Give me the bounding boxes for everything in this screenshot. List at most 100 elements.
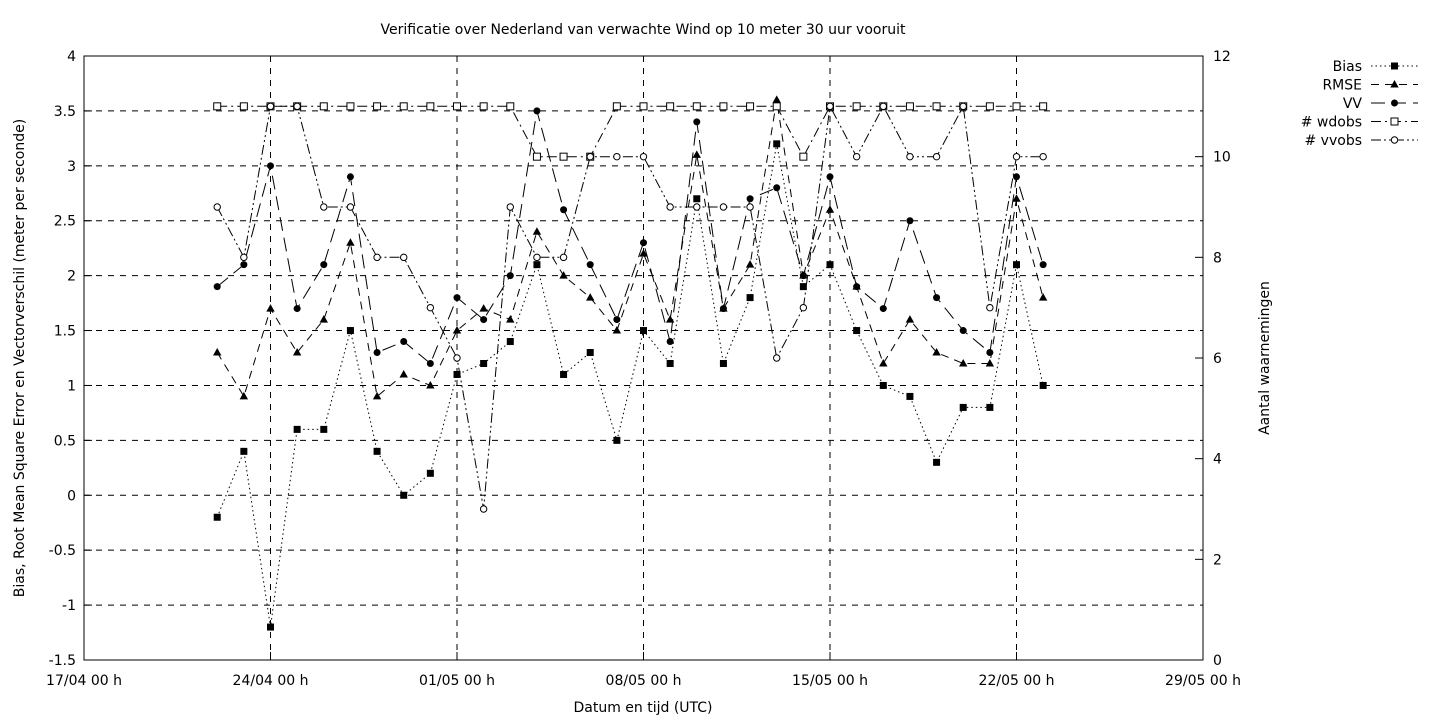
data-point <box>613 152 621 161</box>
data-point <box>560 206 568 214</box>
data-point <box>666 102 675 111</box>
data-point <box>693 195 701 203</box>
data-point <box>692 150 701 158</box>
series-markers <box>213 95 1048 631</box>
data-point <box>879 102 887 111</box>
data-point <box>932 102 941 111</box>
legend-marker <box>1391 62 1398 70</box>
data-point <box>773 140 781 148</box>
data-point <box>799 283 807 291</box>
data-point <box>506 338 514 346</box>
data-point <box>665 315 675 323</box>
legend-label: RMSE <box>1322 78 1362 94</box>
y-tick-label: 0.5 <box>54 433 76 449</box>
data-point <box>693 118 701 126</box>
data-point <box>773 184 781 192</box>
data-point <box>666 359 674 367</box>
data-point <box>426 469 434 477</box>
data-point <box>506 102 515 111</box>
data-point <box>560 370 568 378</box>
data-point <box>400 338 408 346</box>
data-point <box>959 102 967 111</box>
data-point <box>719 305 727 313</box>
data-point <box>506 272 514 280</box>
data-point <box>852 102 861 111</box>
data-point <box>293 425 301 433</box>
data-point <box>319 102 328 111</box>
data-point <box>825 205 835 213</box>
series-line-4 <box>216 104 1044 510</box>
x-tick-label: 24/04 00 h <box>233 673 309 689</box>
data-point <box>745 260 755 268</box>
data-point <box>240 447 248 455</box>
x-axis-label: Datum en tijd (UTC) <box>573 700 712 716</box>
data-point <box>959 327 967 335</box>
legend-label: # vvobs <box>1305 133 1363 149</box>
data-point <box>1013 173 1020 181</box>
data-point <box>346 173 354 181</box>
x-tick-label: 08/05 00 h <box>606 673 682 689</box>
x-tick-label: 29/05 00 h <box>1165 673 1241 689</box>
y-tick-label: 4 <box>67 49 76 65</box>
data-point <box>1013 261 1020 269</box>
data-point <box>399 102 408 111</box>
y-tick-label: -1 <box>62 598 76 614</box>
data-point <box>480 316 488 324</box>
data-point <box>267 623 274 631</box>
data-point <box>906 392 914 400</box>
legend-label: # wdobs <box>1301 115 1362 131</box>
data-point <box>799 303 808 312</box>
data-point <box>373 349 381 357</box>
data-point <box>453 370 461 378</box>
data-point <box>532 152 541 161</box>
legend-marker <box>1390 117 1399 126</box>
data-point <box>400 491 408 499</box>
data-point <box>1039 102 1048 111</box>
data-point <box>986 349 994 357</box>
legend-marker <box>1391 99 1398 107</box>
data-point <box>932 348 941 356</box>
data-point <box>453 354 461 362</box>
x-tick-label: 01/05 00 h <box>419 673 495 689</box>
x-tick-label: 17/04 00 h <box>46 673 122 689</box>
data-point <box>639 102 648 111</box>
y-axis-right: 0 2 4 6 8 10 12 <box>1195 49 1231 669</box>
data-point <box>319 315 328 323</box>
y-tick-label: -1.5 <box>49 653 76 669</box>
data-point <box>532 227 542 235</box>
data-point <box>506 315 515 323</box>
data-point <box>853 327 861 335</box>
data-point <box>985 358 995 367</box>
y-axis-right-label: Aantal waarnemingen <box>1257 281 1273 435</box>
data-point <box>426 303 435 312</box>
data-point <box>826 102 834 111</box>
y-tick-label: 3.5 <box>54 104 76 120</box>
data-point <box>879 305 887 313</box>
y2-tick-label: 8 <box>1213 250 1222 266</box>
data-point <box>293 102 301 111</box>
legend-marker <box>1390 80 1399 88</box>
data-point <box>453 294 461 302</box>
x-axis: 17/04 00 h 24/04 00 h 01/05 00 h 08/05 00 h… <box>46 652 1241 689</box>
data-point <box>213 348 222 356</box>
data-point <box>239 391 249 400</box>
data-point <box>640 239 647 247</box>
data-point <box>346 203 355 211</box>
data-point <box>373 253 381 262</box>
data-point <box>933 458 941 466</box>
y2-tick-label: 0 <box>1213 653 1222 669</box>
legend-marker <box>1390 136 1399 144</box>
y2-tick-label: 12 <box>1213 49 1231 65</box>
data-point <box>213 283 221 291</box>
data-point <box>213 203 221 211</box>
data-point <box>320 203 328 211</box>
data-point <box>533 107 541 115</box>
data-point <box>320 425 328 433</box>
data-point <box>266 102 275 111</box>
data-point <box>213 513 221 521</box>
data-point <box>959 403 967 411</box>
data-point <box>1012 102 1021 111</box>
data-point <box>986 303 994 312</box>
legend-label: Bias <box>1333 59 1362 75</box>
data-point <box>346 238 355 246</box>
